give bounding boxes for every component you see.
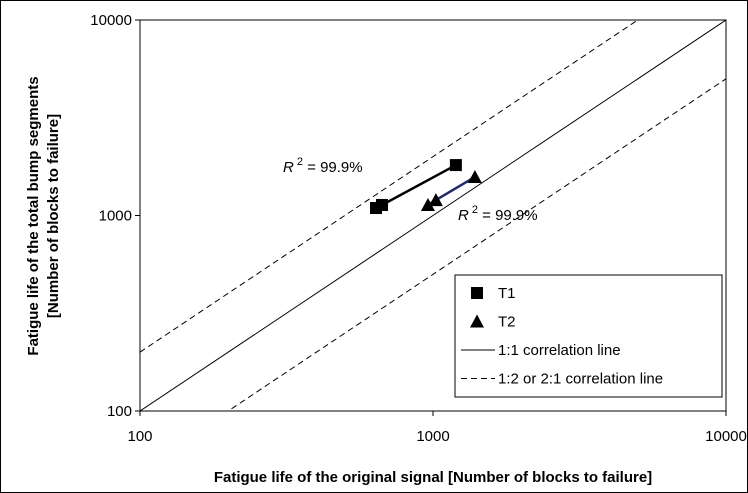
annotation-text: = 99.9% xyxy=(478,207,538,224)
reference-line xyxy=(227,78,726,411)
marker xyxy=(449,159,462,172)
y-axis-label: Fatigue life of the total bump segments xyxy=(25,76,42,355)
y-axis-label: [Number of blocks to failure] xyxy=(45,114,62,318)
y-tick-label: 10000 xyxy=(90,12,132,29)
legend-label: 1:2 or 2:1 correlation line xyxy=(498,371,663,388)
legend-label: T1 xyxy=(498,285,516,302)
reference-line xyxy=(140,20,639,353)
legend-label: 1:1 correlation line xyxy=(498,342,621,359)
marker xyxy=(420,197,435,211)
annotation-symbol: R xyxy=(458,207,469,224)
marker xyxy=(470,314,484,328)
x-axis-label: Fatigue life of the original signal [Num… xyxy=(214,469,652,486)
x-tick-label: 100 xyxy=(127,428,152,445)
annotation-superscript: 2 xyxy=(472,204,478,216)
annotation-text: = 99.9% xyxy=(303,159,363,176)
marker xyxy=(471,287,483,299)
marker xyxy=(467,169,482,183)
x-tick-label: 10000 xyxy=(705,428,747,445)
legend-label: T2 xyxy=(498,314,516,331)
legend xyxy=(454,274,723,398)
reference-line xyxy=(140,20,726,411)
y-tick-label: 100 xyxy=(107,403,132,420)
y-tick-label: 1000 xyxy=(99,208,132,225)
marker xyxy=(376,198,389,211)
annotation-symbol: R xyxy=(283,159,294,176)
annotation-superscript: 2 xyxy=(297,156,303,168)
marker xyxy=(428,193,443,207)
x-tick-label: 1000 xyxy=(416,428,449,445)
